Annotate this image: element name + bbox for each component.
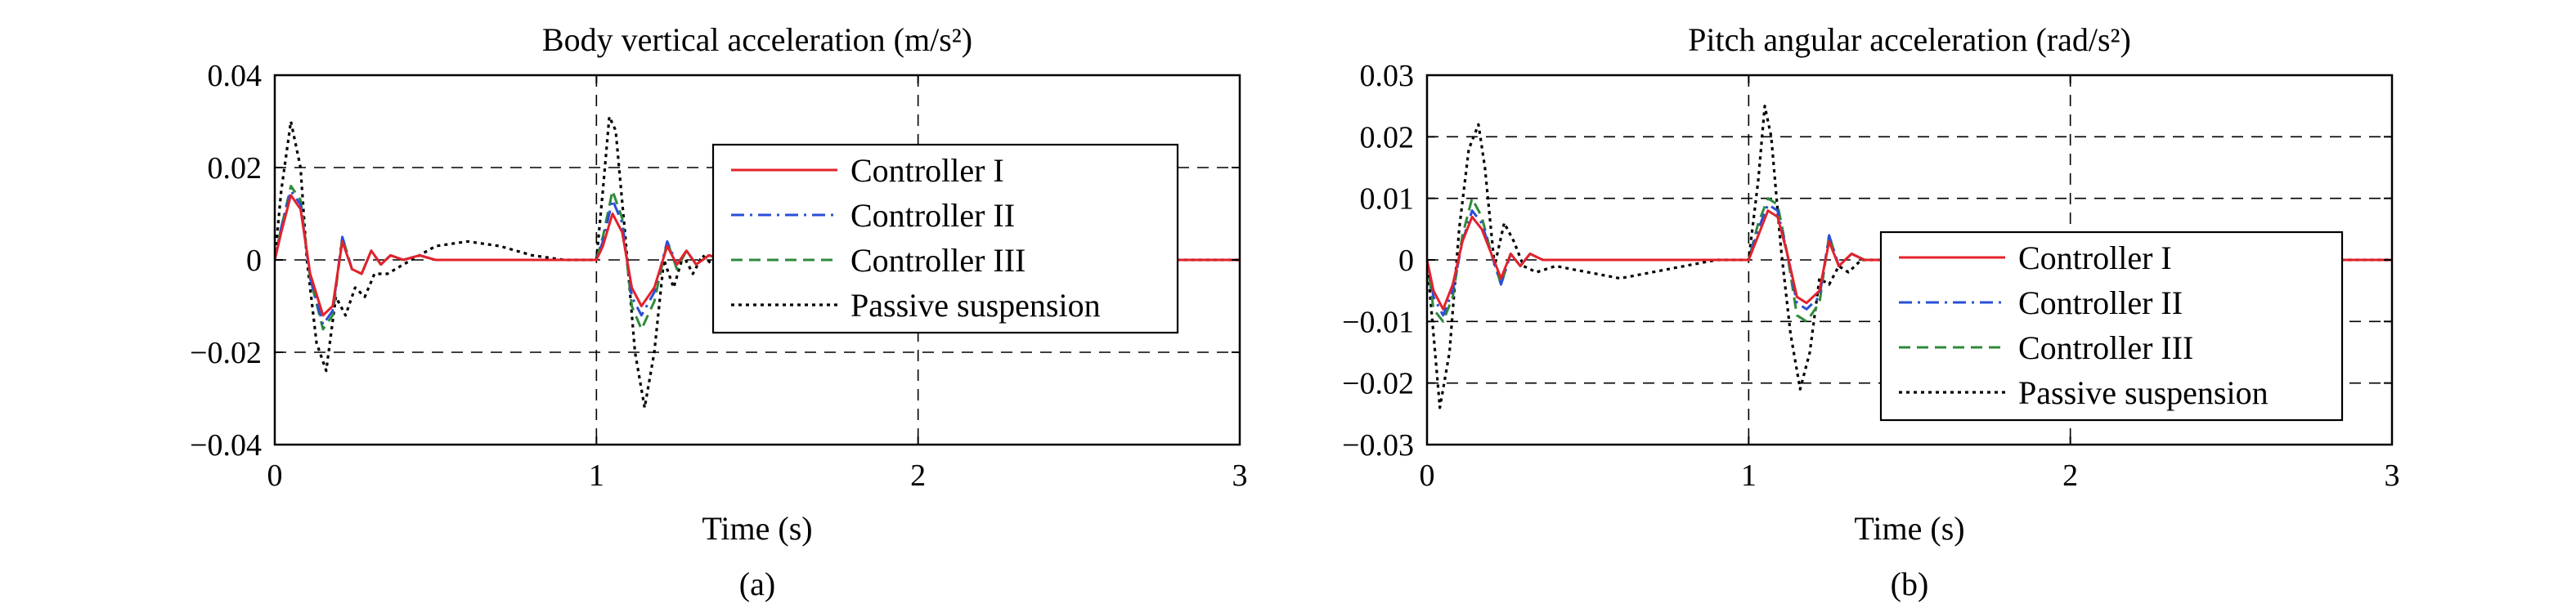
y-tick-label: 0.01 xyxy=(1360,182,1415,217)
series-line-passive-suspension xyxy=(275,115,1240,409)
x-tick-label: 0 xyxy=(267,459,283,493)
y-tick-label: 0.04 xyxy=(208,59,263,93)
legend-label: Passive suspension xyxy=(2018,374,2269,411)
x-tick-label: 0 xyxy=(1420,459,1435,493)
legend-box xyxy=(711,143,1179,334)
chart-title: Pitch angular acceleration (rad/s²) xyxy=(1688,21,2131,58)
series-line-passive-suspension xyxy=(1427,105,2392,409)
legend-label: Controller I xyxy=(850,152,1004,189)
legend-label: Controller III xyxy=(850,242,1025,279)
x-tick-label: 3 xyxy=(2385,459,2400,493)
panel-caption: (a) xyxy=(739,566,775,602)
panel-caption: (b) xyxy=(1891,566,1929,602)
legend-label: Passive suspension xyxy=(850,287,1101,324)
legend-label: Controller II xyxy=(850,197,1015,234)
legend: Controller I Controller II Controller III P… xyxy=(1879,230,2344,422)
y-tick-label: 0.02 xyxy=(208,151,263,186)
chart-title: Body vertical acceleration (m/s²) xyxy=(542,21,972,58)
y-tick-label: −0.02 xyxy=(190,336,262,370)
y-tick-label: −0.03 xyxy=(1342,428,1414,463)
series-group xyxy=(1427,105,2392,409)
legend-box xyxy=(1879,230,2344,422)
legend: Controller I Controller II Controller III P… xyxy=(711,143,1179,334)
series-line-controller-ii xyxy=(1427,203,2392,317)
series-line-controller-i xyxy=(1427,209,2392,311)
x-axis-label: Time (s) xyxy=(1854,510,1964,547)
chart-panel-2: Pitch angular acceleration (rad/s²) 0 1 2 3 0… xyxy=(1342,21,2399,602)
y-tick-label: 0.02 xyxy=(1360,120,1415,154)
legend-label: Controller III xyxy=(2018,329,2193,366)
series-line-controller-ii xyxy=(275,189,1240,326)
x-tick-label: 1 xyxy=(589,459,604,493)
x-axis-label: Time (s) xyxy=(702,510,812,547)
x-tick-label: 2 xyxy=(2062,459,2078,493)
legend-label: Controller I xyxy=(2018,239,2172,276)
y-tick-label: 0.03 xyxy=(1360,59,1415,93)
x-tick-label: 2 xyxy=(910,459,926,493)
x-tick-label: 1 xyxy=(1741,459,1757,493)
x-tick-label: 3 xyxy=(1232,459,1248,493)
y-tick-label: 0 xyxy=(1398,244,1414,278)
legend-label: Controller II xyxy=(2018,284,2183,321)
y-tick-label: −0.02 xyxy=(1342,367,1414,401)
y-tick-label: −0.01 xyxy=(1342,305,1414,339)
y-tick-label: −0.04 xyxy=(190,428,262,463)
chart-panel-1: Body vertical acceleration (m/s²) 0 1 2 3 0.0… xyxy=(190,21,1247,602)
y-tick-label: 0 xyxy=(246,244,262,278)
